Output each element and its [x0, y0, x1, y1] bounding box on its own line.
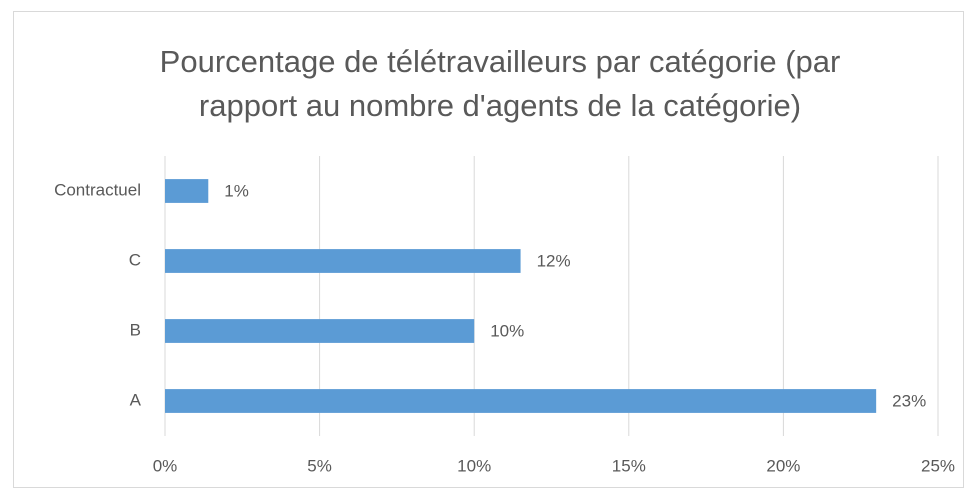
x-tick-label: 0% [153, 456, 178, 475]
data-label: 10% [490, 321, 524, 340]
chart-title: Pourcentage de télétravailleurs par caté… [160, 44, 841, 79]
y-tick-label: Contractuel [54, 180, 141, 199]
y-tick-label: B [130, 320, 141, 339]
bar [165, 249, 521, 273]
y-tick-label: A [130, 390, 142, 409]
chart-title: rapport au nombre d'agents de la catégor… [199, 88, 801, 123]
y-tick-label: C [129, 250, 141, 269]
x-tick-label: 25% [921, 456, 955, 475]
x-tick-label: 5% [307, 456, 332, 475]
bar [165, 319, 475, 343]
data-label: 12% [537, 251, 571, 270]
data-label: 1% [224, 181, 249, 200]
bar [165, 179, 209, 203]
x-tick-label: 15% [612, 456, 646, 475]
x-tick-label: 20% [766, 456, 800, 475]
bar [165, 389, 877, 413]
data-label: 23% [892, 391, 926, 410]
x-tick-label: 10% [457, 456, 491, 475]
